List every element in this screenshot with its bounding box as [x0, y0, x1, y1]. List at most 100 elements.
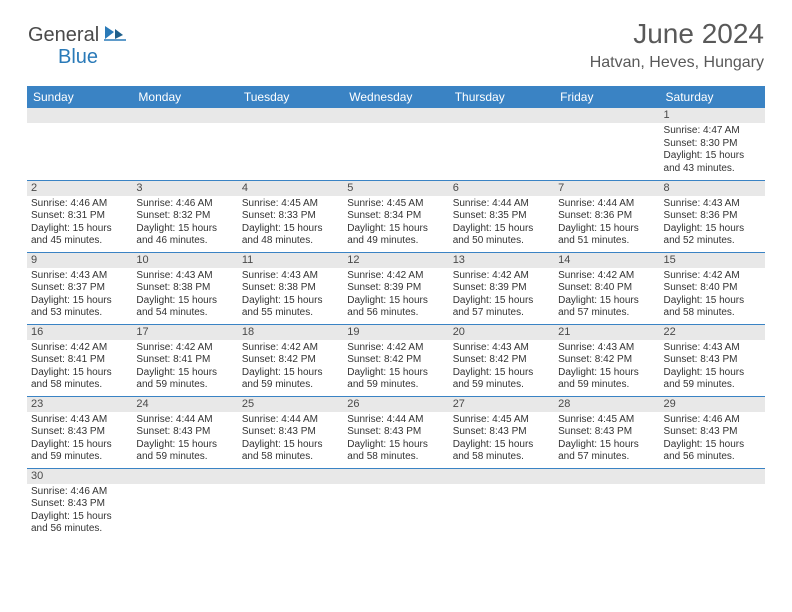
day-details: Sunrise: 4:44 AMSunset: 8:43 PMDaylight:… — [238, 412, 343, 468]
calendar-cell-empty — [554, 468, 659, 540]
day-details: Sunrise: 4:44 AMSunset: 8:36 PMDaylight:… — [554, 196, 659, 252]
calendar-week: 16Sunrise: 4:42 AMSunset: 8:41 PMDayligh… — [27, 324, 765, 396]
day-number: 5 — [343, 181, 448, 196]
day-details: Sunrise: 4:45 AMSunset: 8:34 PMDaylight:… — [343, 196, 448, 252]
header: General June 2024 Hatvan, Heves, Hungary — [0, 0, 792, 80]
logo-text-blue: Blue — [58, 46, 98, 68]
day-number: 28 — [554, 397, 659, 412]
day-details: Sunrise: 4:43 AMSunset: 8:42 PMDaylight:… — [554, 340, 659, 396]
day-details: Sunrise: 4:42 AMSunset: 8:42 PMDaylight:… — [343, 340, 448, 396]
calendar-table: SundayMondayTuesdayWednesdayThursdayFrid… — [27, 86, 765, 540]
empty-daynum — [660, 469, 765, 484]
day-details: Sunrise: 4:45 AMSunset: 8:43 PMDaylight:… — [449, 412, 554, 468]
day-details: Sunrise: 4:42 AMSunset: 8:41 PMDaylight:… — [27, 340, 132, 396]
empty-daynum — [449, 108, 554, 123]
day-details: Sunrise: 4:44 AMSunset: 8:35 PMDaylight:… — [449, 196, 554, 252]
calendar-cell: 28Sunrise: 4:45 AMSunset: 8:43 PMDayligh… — [554, 396, 659, 468]
day-number: 17 — [132, 325, 237, 340]
logo-text-blue-wrap: Blue — [58, 46, 98, 69]
day-details: Sunrise: 4:46 AMSunset: 8:32 PMDaylight:… — [132, 196, 237, 252]
calendar-cell: 2Sunrise: 4:46 AMSunset: 8:31 PMDaylight… — [27, 180, 132, 252]
day-details: Sunrise: 4:45 AMSunset: 8:33 PMDaylight:… — [238, 196, 343, 252]
day-number: 2 — [27, 181, 132, 196]
calendar-cell: 16Sunrise: 4:42 AMSunset: 8:41 PMDayligh… — [27, 324, 132, 396]
calendar-cell: 1Sunrise: 4:47 AMSunset: 8:30 PMDaylight… — [660, 108, 765, 180]
calendar-cell: 12Sunrise: 4:42 AMSunset: 8:39 PMDayligh… — [343, 252, 448, 324]
calendar-cell: 24Sunrise: 4:44 AMSunset: 8:43 PMDayligh… — [132, 396, 237, 468]
day-details: Sunrise: 4:43 AMSunset: 8:42 PMDaylight:… — [449, 340, 554, 396]
empty-daynum — [554, 108, 659, 123]
day-number: 6 — [449, 181, 554, 196]
calendar-cell: 18Sunrise: 4:42 AMSunset: 8:42 PMDayligh… — [238, 324, 343, 396]
day-details: Sunrise: 4:42 AMSunset: 8:40 PMDaylight:… — [554, 268, 659, 324]
calendar-cell: 7Sunrise: 4:44 AMSunset: 8:36 PMDaylight… — [554, 180, 659, 252]
day-number: 16 — [27, 325, 132, 340]
empty-daynum — [27, 108, 132, 123]
empty-daynum — [132, 108, 237, 123]
empty-daynum — [343, 108, 448, 123]
day-details: Sunrise: 4:46 AMSunset: 8:43 PMDaylight:… — [660, 412, 765, 468]
day-details: Sunrise: 4:43 AMSunset: 8:38 PMDaylight:… — [132, 268, 237, 324]
empty-daynum — [343, 469, 448, 484]
calendar-cell: 3Sunrise: 4:46 AMSunset: 8:32 PMDaylight… — [132, 180, 237, 252]
day-details: Sunrise: 4:43 AMSunset: 8:36 PMDaylight:… — [660, 196, 765, 252]
day-number: 26 — [343, 397, 448, 412]
day-header: Friday — [554, 86, 659, 108]
day-number: 25 — [238, 397, 343, 412]
month-title: June 2024 — [590, 18, 764, 50]
calendar-cell: 19Sunrise: 4:42 AMSunset: 8:42 PMDayligh… — [343, 324, 448, 396]
calendar-cell: 11Sunrise: 4:43 AMSunset: 8:38 PMDayligh… — [238, 252, 343, 324]
calendar-cell: 27Sunrise: 4:45 AMSunset: 8:43 PMDayligh… — [449, 396, 554, 468]
day-number: 3 — [132, 181, 237, 196]
day-number: 20 — [449, 325, 554, 340]
day-number: 24 — [132, 397, 237, 412]
day-number: 1 — [660, 108, 765, 123]
day-header: Saturday — [660, 86, 765, 108]
calendar-cell: 14Sunrise: 4:42 AMSunset: 8:40 PMDayligh… — [554, 252, 659, 324]
calendar-cell: 23Sunrise: 4:43 AMSunset: 8:43 PMDayligh… — [27, 396, 132, 468]
day-number: 22 — [660, 325, 765, 340]
empty-daynum — [238, 469, 343, 484]
calendar-cell: 4Sunrise: 4:45 AMSunset: 8:33 PMDaylight… — [238, 180, 343, 252]
day-number: 9 — [27, 253, 132, 268]
calendar-week: 2Sunrise: 4:46 AMSunset: 8:31 PMDaylight… — [27, 180, 765, 252]
day-details: Sunrise: 4:45 AMSunset: 8:43 PMDaylight:… — [554, 412, 659, 468]
calendar-cell: 10Sunrise: 4:43 AMSunset: 8:38 PMDayligh… — [132, 252, 237, 324]
calendar-cell-empty — [238, 468, 343, 540]
day-header: Monday — [132, 86, 237, 108]
day-header: Sunday — [27, 86, 132, 108]
calendar-week: 30Sunrise: 4:46 AMSunset: 8:43 PMDayligh… — [27, 468, 765, 540]
calendar-cell: 30Sunrise: 4:46 AMSunset: 8:43 PMDayligh… — [27, 468, 132, 540]
empty-daynum — [132, 469, 237, 484]
calendar-week: 23Sunrise: 4:43 AMSunset: 8:43 PMDayligh… — [27, 396, 765, 468]
day-number: 11 — [238, 253, 343, 268]
logo-text-general: General — [28, 24, 99, 47]
day-number: 21 — [554, 325, 659, 340]
calendar-cell: 8Sunrise: 4:43 AMSunset: 8:36 PMDaylight… — [660, 180, 765, 252]
day-details: Sunrise: 4:42 AMSunset: 8:41 PMDaylight:… — [132, 340, 237, 396]
calendar-cell: 17Sunrise: 4:42 AMSunset: 8:41 PMDayligh… — [132, 324, 237, 396]
day-number: 7 — [554, 181, 659, 196]
calendar-cell: 9Sunrise: 4:43 AMSunset: 8:37 PMDaylight… — [27, 252, 132, 324]
calendar-cell-empty — [343, 108, 448, 180]
day-details: Sunrise: 4:42 AMSunset: 8:42 PMDaylight:… — [238, 340, 343, 396]
calendar-cell: 20Sunrise: 4:43 AMSunset: 8:42 PMDayligh… — [449, 324, 554, 396]
day-number: 18 — [238, 325, 343, 340]
calendar-body: 1Sunrise: 4:47 AMSunset: 8:30 PMDaylight… — [27, 108, 765, 540]
calendar-cell: 5Sunrise: 4:45 AMSunset: 8:34 PMDaylight… — [343, 180, 448, 252]
calendar-cell: 29Sunrise: 4:46 AMSunset: 8:43 PMDayligh… — [660, 396, 765, 468]
day-details: Sunrise: 4:43 AMSunset: 8:43 PMDaylight:… — [660, 340, 765, 396]
calendar-week: 9Sunrise: 4:43 AMSunset: 8:37 PMDaylight… — [27, 252, 765, 324]
day-details: Sunrise: 4:44 AMSunset: 8:43 PMDaylight:… — [132, 412, 237, 468]
day-details: Sunrise: 4:47 AMSunset: 8:30 PMDaylight:… — [660, 123, 765, 179]
calendar-cell: 25Sunrise: 4:44 AMSunset: 8:43 PMDayligh… — [238, 396, 343, 468]
calendar-cell: 21Sunrise: 4:43 AMSunset: 8:42 PMDayligh… — [554, 324, 659, 396]
day-details: Sunrise: 4:42 AMSunset: 8:40 PMDaylight:… — [660, 268, 765, 324]
calendar-cell-empty — [27, 108, 132, 180]
calendar-cell-empty — [660, 468, 765, 540]
day-number: 19 — [343, 325, 448, 340]
day-number: 13 — [449, 253, 554, 268]
day-details: Sunrise: 4:46 AMSunset: 8:43 PMDaylight:… — [27, 484, 132, 540]
day-details: Sunrise: 4:43 AMSunset: 8:43 PMDaylight:… — [27, 412, 132, 468]
day-header: Thursday — [449, 86, 554, 108]
